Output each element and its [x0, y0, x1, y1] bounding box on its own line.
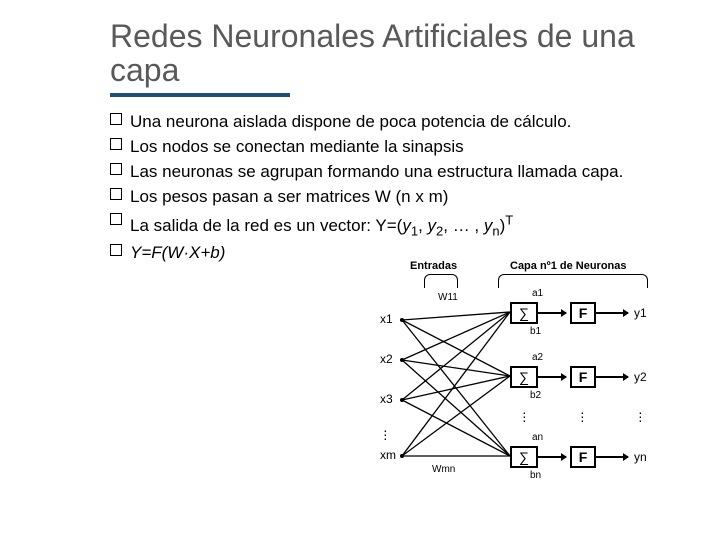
sum-box: ∑ [510, 366, 538, 388]
vector-y2: y [428, 216, 437, 235]
diagram-header-layer: Capa nº1 de Neuronas [510, 260, 627, 272]
vdots-icon: ··· [638, 410, 643, 422]
vector-subn: n [492, 223, 499, 238]
square-bullet-icon [110, 213, 122, 225]
vector-prefix: La salida de la red es un vector: Y=( [130, 216, 402, 235]
input-label-x1: x1 [380, 312, 393, 326]
a-label-1: a1 [532, 288, 543, 299]
diagram-header-inputs: Entradas [410, 260, 457, 272]
sum-box: ∑ [510, 446, 538, 468]
bullet-list: Una neurona aislada dispone de poca pote… [110, 111, 670, 264]
output-label-y1: y1 [634, 306, 647, 320]
brace-left-icon [424, 274, 458, 288]
square-bullet-icon [110, 163, 122, 175]
arrow-icon [538, 456, 566, 458]
a-label-2: a2 [532, 352, 543, 363]
b-label-1: b1 [530, 326, 541, 337]
square-bullet-icon [110, 244, 122, 256]
bullet-item: Los nodos se conectan mediante la sinaps… [110, 136, 670, 159]
bullet-text: La salida de la red es un vector: Y=(y1,… [130, 216, 513, 235]
output-label-y2: y2 [634, 370, 647, 384]
vector-sub1: 1 [411, 223, 418, 238]
arrow-icon [596, 376, 628, 378]
arrow-icon [538, 376, 566, 378]
vector-sup: T [505, 212, 513, 227]
f-box: F [570, 302, 596, 324]
f-box: F [570, 446, 596, 468]
bullet-text: Las neuronas se agrupan formando una est… [130, 162, 623, 181]
vdots-icon: ··· [383, 428, 388, 440]
bullet-item: La salida de la red es un vector: Y=(y1,… [110, 211, 670, 240]
slide: Redes Neuronales Artificiales de una cap… [0, 0, 720, 540]
square-bullet-icon [110, 188, 122, 200]
arrow-icon [538, 312, 566, 314]
mesh-lines [402, 298, 512, 473]
vector-sub2: 2 [436, 223, 443, 238]
vdots-icon: ··· [522, 410, 527, 422]
bullet-item: Los pesos pasan a ser matrices W (n x m) [110, 186, 670, 209]
bullet-text: Una neurona aislada dispone de poca pote… [130, 112, 571, 131]
weight-label-wmn: Wmn [432, 464, 455, 475]
network-diagram: Entradas Capa nº1 de Neuronas x1 x2 x3 ·… [380, 260, 670, 490]
bullet-item: Las neuronas se agrupan formando una est… [110, 161, 670, 184]
b-label-2: b2 [530, 390, 541, 401]
arrow-icon [596, 456, 628, 458]
a-label-n: an [532, 432, 543, 443]
b-label-n: bn [530, 470, 541, 481]
output-label-yn: yn [634, 450, 647, 464]
vdots-icon: ··· [580, 410, 585, 422]
input-label-x2: x2 [380, 352, 393, 366]
vector-y1: y [402, 216, 411, 235]
square-bullet-icon [110, 113, 122, 125]
f-box: F [570, 366, 596, 388]
input-label-x3: x3 [380, 392, 393, 406]
bullet-text: Los pesos pasan a ser matrices W (n x m) [130, 187, 448, 206]
bullet-formula: Y=F(W·X+b) [130, 243, 225, 262]
bullet-item: Una neurona aislada dispone de poca pote… [110, 111, 670, 134]
page-title: Redes Neuronales Artificiales de una cap… [110, 20, 670, 87]
brace-right-icon [498, 274, 648, 288]
sum-box: ∑ [510, 302, 538, 324]
title-underline [110, 93, 290, 97]
input-label-xm: xm [380, 448, 396, 462]
weight-label-w11: W11 [438, 292, 458, 303]
arrow-icon [596, 312, 628, 314]
square-bullet-icon [110, 138, 122, 150]
bullet-text: Los nodos se conectan mediante la sinaps… [130, 137, 464, 156]
